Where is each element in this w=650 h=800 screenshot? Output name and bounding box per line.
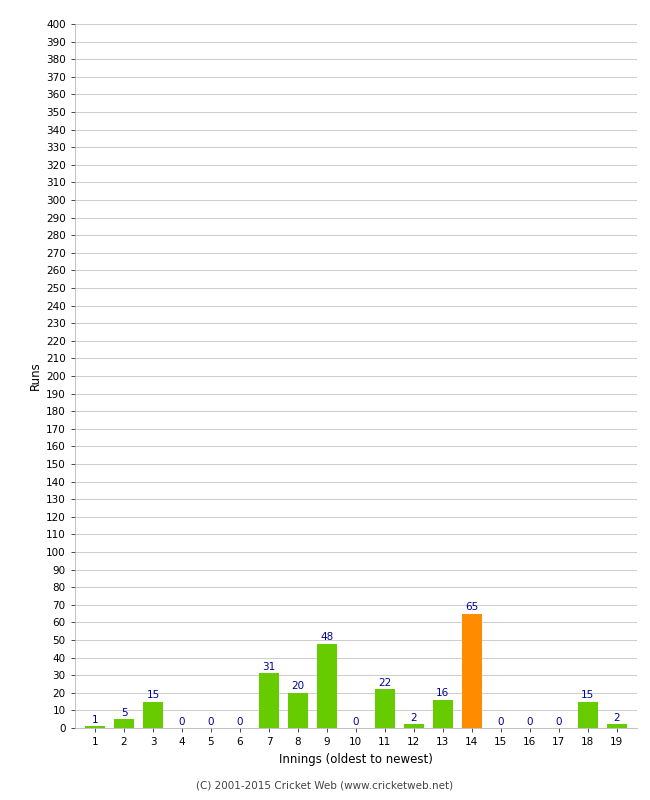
Bar bbox=[114, 719, 134, 728]
Bar bbox=[578, 702, 598, 728]
Bar bbox=[404, 725, 424, 728]
Text: 0: 0 bbox=[179, 717, 185, 726]
Text: 31: 31 bbox=[263, 662, 276, 672]
Bar bbox=[143, 702, 163, 728]
Bar bbox=[606, 725, 627, 728]
Text: 0: 0 bbox=[526, 717, 533, 726]
Text: 22: 22 bbox=[378, 678, 391, 688]
Text: 15: 15 bbox=[146, 690, 160, 700]
Text: 5: 5 bbox=[121, 708, 127, 718]
Text: 0: 0 bbox=[352, 717, 359, 726]
Text: 16: 16 bbox=[436, 689, 449, 698]
Text: 2: 2 bbox=[614, 713, 620, 723]
Bar bbox=[85, 726, 105, 728]
Text: 2: 2 bbox=[411, 713, 417, 723]
Text: 65: 65 bbox=[465, 602, 478, 612]
Text: (C) 2001-2015 Cricket Web (www.cricketweb.net): (C) 2001-2015 Cricket Web (www.cricketwe… bbox=[196, 781, 454, 790]
Text: 1: 1 bbox=[92, 715, 98, 725]
Text: 0: 0 bbox=[237, 717, 243, 726]
Bar bbox=[317, 643, 337, 728]
Text: 20: 20 bbox=[291, 682, 304, 691]
Bar bbox=[462, 614, 482, 728]
Text: 0: 0 bbox=[556, 717, 562, 726]
Bar bbox=[374, 690, 395, 728]
Text: 48: 48 bbox=[320, 632, 333, 642]
Bar bbox=[433, 700, 453, 728]
Bar bbox=[259, 674, 279, 728]
X-axis label: Innings (oldest to newest): Innings (oldest to newest) bbox=[279, 753, 433, 766]
Y-axis label: Runs: Runs bbox=[29, 362, 42, 390]
Text: 0: 0 bbox=[208, 717, 214, 726]
Text: 15: 15 bbox=[581, 690, 594, 700]
Text: 0: 0 bbox=[497, 717, 504, 726]
Bar bbox=[288, 693, 308, 728]
